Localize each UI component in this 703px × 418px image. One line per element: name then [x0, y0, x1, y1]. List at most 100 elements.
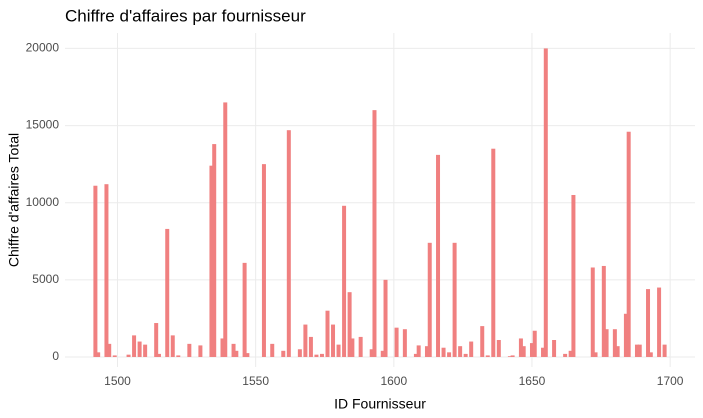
- x-tick-label: 1550: [242, 374, 269, 388]
- bar: [427, 242, 432, 357]
- bar: [552, 340, 557, 357]
- bar: [234, 350, 239, 357]
- bar: [463, 353, 468, 357]
- bar: [593, 352, 598, 357]
- bar: [648, 352, 653, 357]
- bar: [543, 48, 548, 357]
- bar: [231, 343, 236, 357]
- y-tick-label: 20000: [26, 41, 60, 55]
- bar: [165, 228, 170, 357]
- bar: [563, 353, 568, 357]
- bar: [626, 131, 631, 357]
- bar: [331, 324, 336, 357]
- bar: [336, 344, 341, 357]
- bar: [452, 242, 457, 357]
- bar: [615, 346, 620, 357]
- bar: [209, 165, 214, 357]
- bar: [637, 344, 642, 357]
- bar: [529, 343, 534, 357]
- bar: [187, 343, 192, 357]
- bar: [447, 352, 452, 357]
- bar: [380, 350, 385, 357]
- bar: [325, 310, 330, 357]
- y-tick-label: 5000: [32, 272, 59, 286]
- bar: [372, 110, 377, 357]
- bar: [319, 353, 324, 357]
- bar: [308, 336, 313, 357]
- bar: [297, 349, 302, 357]
- bar: [223, 102, 228, 357]
- y-tick-label: 10000: [26, 195, 60, 209]
- bar: [413, 353, 418, 357]
- bar: [176, 355, 181, 357]
- bar: [261, 164, 266, 357]
- bar: [532, 330, 537, 357]
- bar: [458, 346, 463, 357]
- bar: [568, 350, 573, 357]
- bar: [132, 335, 137, 357]
- bar: [112, 355, 117, 357]
- bar: [137, 341, 142, 357]
- bar: [604, 329, 609, 357]
- bar: [107, 343, 112, 357]
- bar: [154, 323, 159, 357]
- bar: [507, 356, 512, 357]
- bar: [646, 289, 651, 357]
- bar: [212, 144, 217, 357]
- y-tick-label: 15000: [26, 118, 60, 132]
- bar: [350, 338, 355, 357]
- bar: [198, 345, 203, 357]
- bar: [424, 346, 429, 357]
- y-tick-label: 0: [52, 349, 59, 363]
- bar: [347, 292, 352, 357]
- bar: [126, 354, 131, 357]
- y-axis-label: Chiffre d'affaires Total: [6, 133, 22, 267]
- bar: [242, 262, 247, 357]
- bar: [402, 329, 407, 357]
- bar: [571, 194, 576, 357]
- bar: [143, 344, 148, 357]
- bar: [662, 344, 667, 357]
- bar: [541, 347, 546, 357]
- bar: [436, 154, 441, 357]
- x-tick-label: 1500: [104, 374, 131, 388]
- x-tick-label: 1600: [380, 374, 407, 388]
- bar: [281, 350, 286, 357]
- bar: [491, 148, 496, 357]
- bar: [369, 349, 374, 357]
- bar: [383, 279, 388, 357]
- bar: [358, 336, 363, 357]
- x-tick-label: 1700: [657, 374, 684, 388]
- bar: [303, 324, 308, 357]
- bar: [104, 184, 109, 357]
- bar: [96, 352, 101, 357]
- bar: [590, 267, 595, 357]
- bar: [245, 353, 250, 357]
- bar: [496, 340, 501, 357]
- bar: [657, 287, 662, 357]
- bar: [314, 354, 319, 357]
- bar: [394, 327, 399, 357]
- bar: [156, 353, 161, 357]
- bar: [521, 346, 526, 357]
- bar: [270, 343, 275, 357]
- bar: [286, 130, 291, 357]
- bar: [601, 265, 606, 357]
- bar: [485, 355, 490, 357]
- x-tick-label: 1650: [519, 374, 546, 388]
- bar: [170, 335, 175, 357]
- bar: [634, 344, 639, 357]
- bar: [93, 185, 98, 357]
- bar: [623, 313, 628, 357]
- bar: [342, 205, 347, 357]
- bar: [469, 341, 474, 357]
- bar: [441, 347, 446, 357]
- x-axis-label: ID Fournisseur: [334, 396, 426, 412]
- bar: [612, 329, 617, 357]
- chart-title: Chiffre d'affaires par fournisseur: [65, 6, 306, 25]
- bar: [480, 326, 485, 357]
- bar: [518, 338, 523, 357]
- bar: [220, 338, 225, 357]
- bar: [510, 355, 515, 357]
